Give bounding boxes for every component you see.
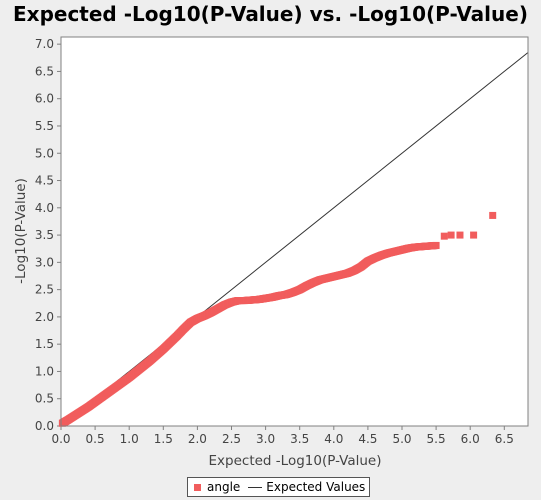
x-tick-label: 5.5: [427, 432, 446, 446]
y-tick-label: 0.0: [35, 419, 54, 433]
legend: angle Expected Values: [187, 477, 371, 497]
y-tick-label: 4.0: [35, 201, 54, 215]
x-axis: 0.0 0.5 1.0 1.5 2.0 2.5 3.0 3.5 4.0 4.5 5.0 5.5 6.0 6…: [51, 426, 514, 446]
x-tick-label: 3.5: [290, 432, 309, 446]
y-axis: 0.0 0.5 1.0 1.5 2.0 2.5 3.0 3.5 4.0 4.5 5.0 5.5 6.0 6…: [35, 37, 61, 433]
y-tick-label: 2.0: [35, 310, 54, 324]
legend-swatch-angle: [194, 483, 201, 491]
chart-title: Expected -Log10(P-Value) vs. -Log10(P-Va…: [13, 2, 528, 26]
x-axis-title: Expected -Log10(P-Value): [209, 453, 382, 469]
data-point-angle: [470, 231, 478, 239]
x-tick-label: 0.5: [86, 432, 105, 446]
y-tick-label: 6.5: [35, 64, 54, 78]
x-tick-label: 2.5: [222, 432, 241, 446]
y-tick-label: 3.0: [35, 255, 54, 269]
y-tick-label: 6.0: [35, 92, 54, 106]
y-tick-label: 3.5: [35, 228, 54, 242]
x-tick-label: 4.0: [324, 432, 343, 446]
y-tick-label: 0.5: [35, 392, 54, 406]
x-tick-label: 0.0: [51, 432, 70, 446]
y-tick-label: 1.5: [35, 337, 54, 351]
legend-label-angle: angle: [207, 480, 241, 494]
series-layer: [58, 51, 528, 427]
data-point-angle: [447, 231, 455, 239]
x-tick-label: 1.5: [154, 432, 173, 446]
y-tick-label: 5.5: [35, 119, 54, 133]
data-point-angle: [440, 232, 448, 240]
data-point-angle: [432, 241, 440, 249]
y-tick-label: 5.0: [35, 146, 54, 160]
x-tick-label: 5.0: [392, 432, 411, 446]
legend-swatch-expected-values: [248, 486, 263, 488]
legend-label-expected-values: Expected Values: [266, 480, 366, 494]
data-point-angle: [456, 231, 464, 239]
y-tick-label: 4.5: [35, 174, 54, 188]
x-tick-label: 6.0: [461, 432, 480, 446]
data-point-angle: [489, 211, 497, 219]
y-axis-title: -Log10(P-Value): [13, 178, 29, 284]
x-tick-label: 1.0: [120, 432, 139, 446]
plot-background: [61, 37, 528, 426]
plot-border: [60, 36, 529, 427]
x-tick-label: 3.0: [256, 432, 275, 446]
x-tick-label: 6.5: [495, 432, 514, 446]
x-tick-label: 2.0: [188, 432, 207, 446]
y-tick-label: 1.0: [35, 364, 54, 378]
y-tick-label: 2.5: [35, 283, 54, 297]
x-tick-label: 4.5: [358, 432, 377, 446]
y-tick-label: 7.0: [35, 37, 54, 51]
